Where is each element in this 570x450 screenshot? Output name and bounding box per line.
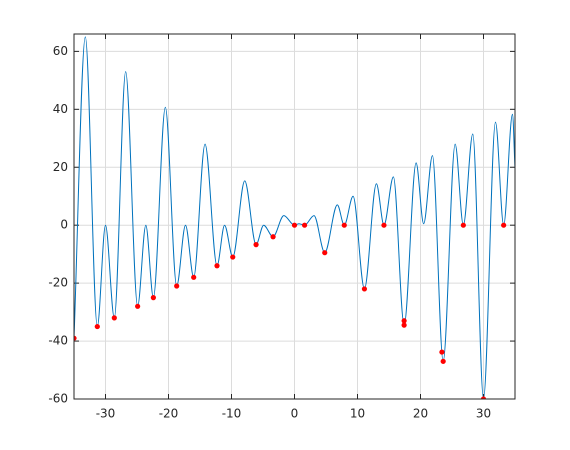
marker: [401, 318, 407, 324]
x-tick-label: 20: [413, 407, 428, 421]
x-tick-label: 30: [476, 407, 491, 421]
marker: [191, 274, 197, 280]
marker: [214, 263, 220, 269]
axes-box: [73, 33, 516, 400]
marker: [439, 349, 445, 355]
marker: [440, 358, 446, 364]
marker: [480, 396, 487, 399]
plot-layer: [74, 36, 515, 399]
marker: [401, 322, 407, 328]
marker: [361, 286, 368, 292]
marker: [291, 222, 298, 228]
x-tick-label: 10: [350, 407, 365, 421]
y-tick-label: 60: [53, 44, 68, 58]
y-tick-label: -20: [48, 276, 68, 290]
marker: [74, 335, 77, 341]
x-tick-label: -10: [222, 407, 242, 421]
x-tick-label: 0: [291, 407, 299, 421]
y-tick-label: 20: [53, 160, 68, 174]
marker: [253, 241, 259, 248]
marker: [230, 254, 236, 260]
marker: [460, 222, 466, 228]
y-tick-label: -60: [48, 392, 68, 406]
line: [74, 36, 515, 399]
marker: [111, 315, 117, 321]
marker: [381, 222, 387, 228]
x-tick-label: -30: [96, 407, 116, 421]
y-tick-label: 0: [60, 218, 68, 232]
marker: [341, 222, 347, 228]
marker: [94, 323, 100, 330]
marker: [150, 295, 156, 301]
marker: [135, 303, 141, 309]
marker: [270, 234, 276, 240]
marker: [501, 222, 507, 228]
marker: [301, 222, 308, 228]
y-tick-label: -40: [48, 334, 68, 348]
marker: [322, 250, 328, 256]
y-tick-label: 40: [53, 102, 68, 116]
marker: [174, 283, 180, 289]
x-tick-label: -20: [159, 407, 179, 421]
